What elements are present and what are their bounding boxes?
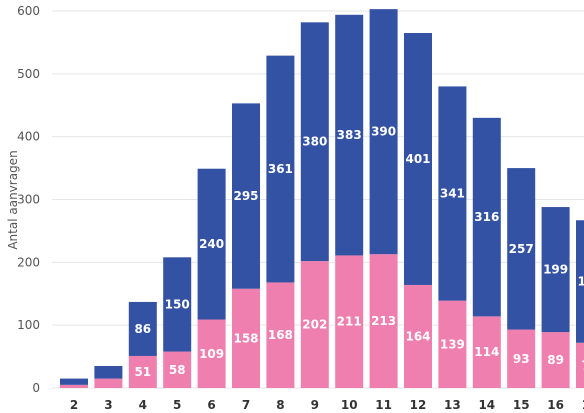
bar-value-label: 72 xyxy=(582,358,584,372)
bar-value-label: 361 xyxy=(268,162,293,176)
y-tick-label: 200 xyxy=(17,255,40,269)
x-tick-label: 6 xyxy=(207,398,215,412)
bar-segment-pink xyxy=(163,351,192,388)
bar-segment-pink xyxy=(576,342,584,388)
y-tick-label: 100 xyxy=(17,318,40,332)
bar-segment-pink xyxy=(232,288,260,388)
bar-segment-blue xyxy=(335,14,364,256)
bar-segment-blue xyxy=(266,55,295,283)
bar-segment-pink xyxy=(507,329,536,388)
x-tick-label: 16 xyxy=(547,398,564,412)
x-tick-label: 2 xyxy=(70,398,78,412)
bar-segment-blue xyxy=(472,117,501,317)
x-tick-label: 15 xyxy=(513,398,530,412)
bar-value-label: 89 xyxy=(547,353,564,367)
x-tick-label: 11 xyxy=(375,398,392,412)
x-tick-label: 17 xyxy=(582,398,584,412)
bar-value-label: 164 xyxy=(405,329,430,343)
x-tick-label: 4 xyxy=(139,398,147,412)
bar-value-label: 139 xyxy=(440,337,465,351)
bar-value-label: 58 xyxy=(169,363,186,377)
bar-segment-pink xyxy=(266,282,295,388)
bar-segment-pink xyxy=(128,355,157,388)
y-tick-label: 400 xyxy=(17,130,40,144)
bar-labels: 51 86 58 150 109 240 158 295 168 361 202 380 211 383 2… xyxy=(134,125,584,379)
bar-value-label: 295 xyxy=(233,189,258,203)
bar-segment-pink xyxy=(541,332,570,388)
bar-value-label: 257 xyxy=(509,242,534,256)
bar-value-label: 401 xyxy=(405,152,430,166)
bar-segment-blue xyxy=(438,86,467,301)
y-tick-label: 500 xyxy=(17,67,40,81)
bar-value-label: 158 xyxy=(233,331,258,345)
bar-segment-pink xyxy=(369,254,398,388)
bar-segment-blue xyxy=(128,301,157,356)
y-tick-label: 0 xyxy=(32,381,40,395)
x-tick-label: 9 xyxy=(311,398,319,412)
bar-value-label: 380 xyxy=(302,135,327,149)
bar-value-label: 114 xyxy=(474,345,499,359)
x-tick-label: 5 xyxy=(173,398,181,412)
bar-segment-pink xyxy=(300,261,329,388)
y-axis-label: Antal aanvragen xyxy=(6,150,20,249)
bar-segment-pink xyxy=(335,255,364,388)
x-axis: 2 3 4 5 6 7 8 9 10 11 12 13 14 15 16 17 xyxy=(70,398,584,412)
bar-segment-pink xyxy=(472,316,501,388)
x-tick-label: 12 xyxy=(410,398,427,412)
x-tick-label: 13 xyxy=(444,398,461,412)
bar-value-label: 390 xyxy=(371,125,396,139)
bar-segment-blue xyxy=(163,257,192,352)
bar-segment-blue xyxy=(60,378,88,385)
x-tick-label: 10 xyxy=(341,398,358,412)
bar-value-label: 168 xyxy=(268,328,293,342)
bar-segment-blue xyxy=(94,366,123,379)
bar-value-label: 51 xyxy=(134,365,151,379)
bar-value-label: 199 xyxy=(543,263,568,277)
bar-segment-pink xyxy=(197,319,226,388)
bar-value-label: 93 xyxy=(513,352,530,366)
bar-segment-blue xyxy=(369,9,398,255)
bar-value-label: 383 xyxy=(337,128,362,142)
bar-segment-pink xyxy=(94,378,123,388)
bar-value-label: 213 xyxy=(371,314,396,328)
bar-value-label: 109 xyxy=(199,347,224,361)
x-tick-label: 3 xyxy=(104,398,112,412)
bar-value-label: 195 xyxy=(577,275,584,289)
bar-value-label: 202 xyxy=(302,318,327,332)
y-axis: 0 100 200 300 400 500 600 xyxy=(17,4,40,395)
bar-segment-pink xyxy=(438,300,467,388)
bar-segment-blue xyxy=(507,168,536,330)
bar-value-label: 211 xyxy=(337,315,362,329)
x-tick-label: 14 xyxy=(478,398,495,412)
x-tick-label: 8 xyxy=(276,398,284,412)
bar-segment-pink xyxy=(60,384,88,388)
bar-segment-pink xyxy=(404,284,432,388)
bar-segment-blue xyxy=(232,103,260,289)
bar-value-label: 316 xyxy=(474,210,499,224)
x-tick-label: 7 xyxy=(242,398,250,412)
bar-segment-blue xyxy=(404,33,432,285)
bar-value-label: 86 xyxy=(134,322,151,336)
bar-value-label: 240 xyxy=(199,237,224,251)
bar-value-label: 150 xyxy=(165,297,190,311)
bar-segment-blue xyxy=(541,207,570,333)
bar-segment-blue xyxy=(300,22,329,262)
y-tick-label: 600 xyxy=(17,4,40,18)
y-tick-label: 300 xyxy=(17,193,40,207)
bar-segment-blue xyxy=(576,220,584,343)
bar-value-label: 341 xyxy=(440,187,465,201)
bars xyxy=(60,9,584,388)
bar-segment-blue xyxy=(197,168,226,320)
